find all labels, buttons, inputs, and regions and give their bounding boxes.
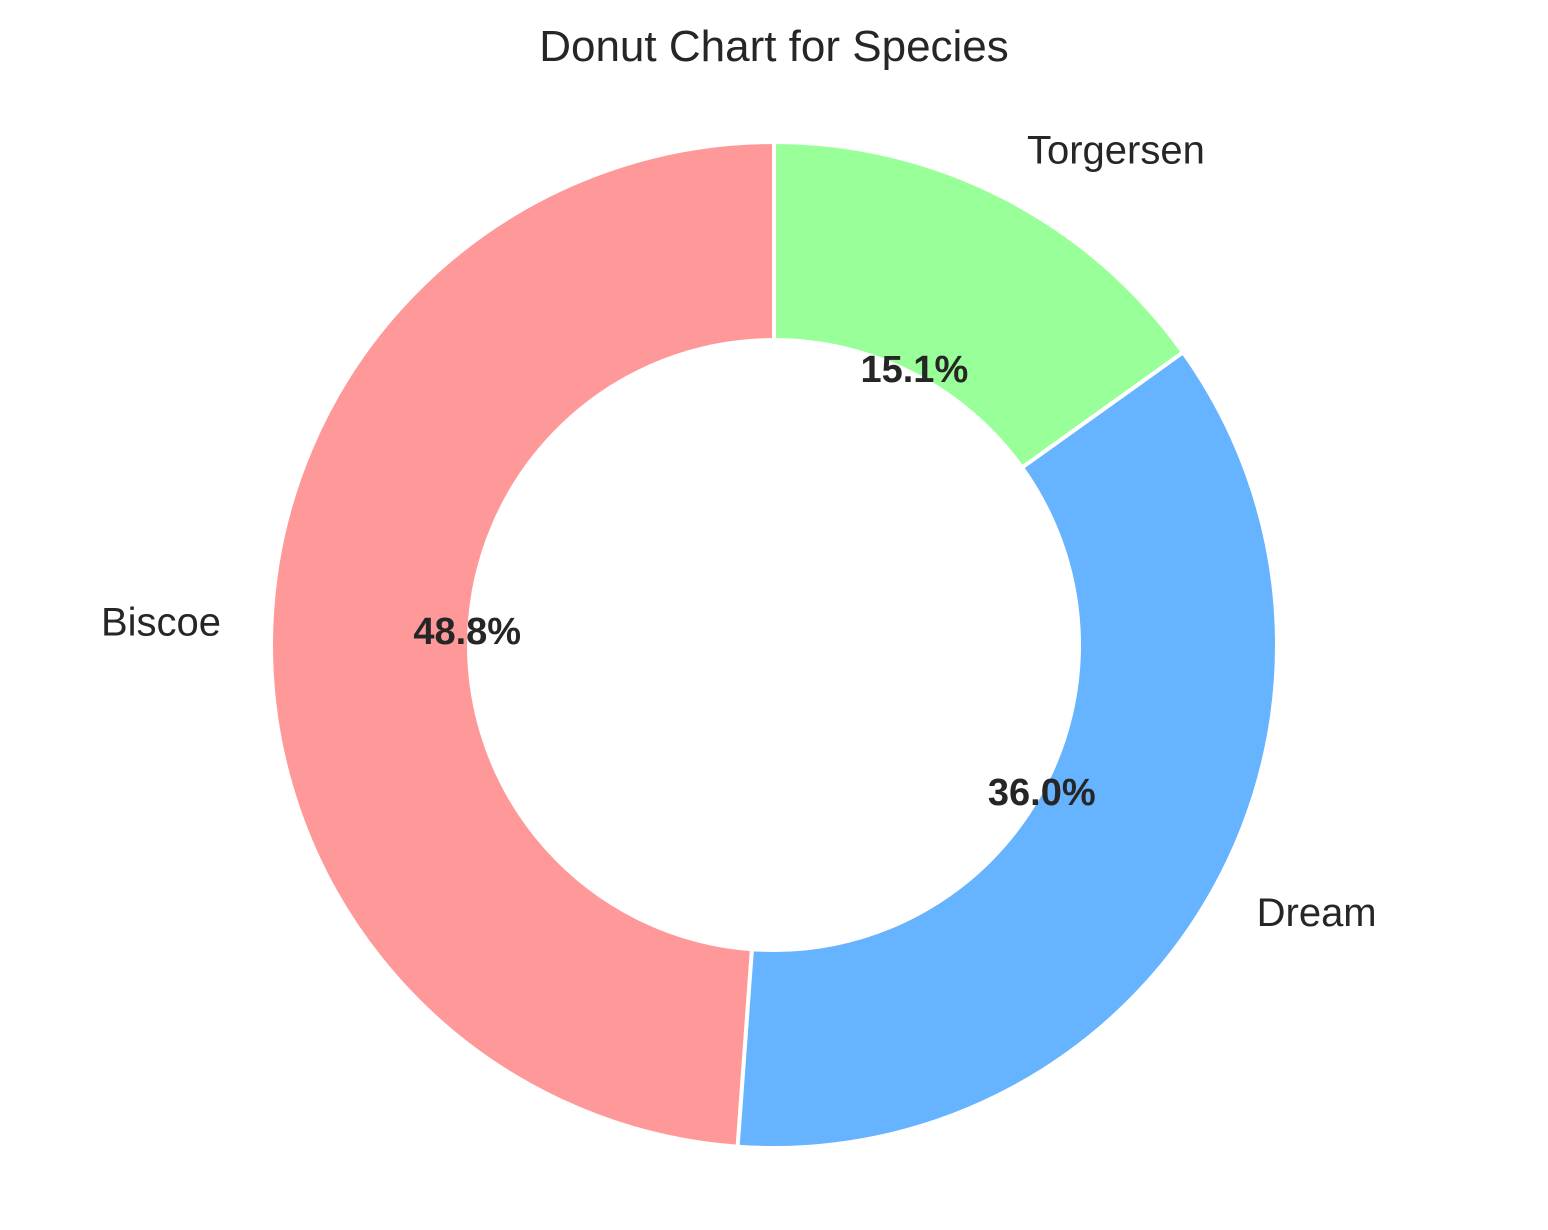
slice-label-torgersen: Torgersen [1027,128,1205,172]
slice-label-dream: Dream [1257,891,1377,935]
slice-biscoe [269,139,776,1149]
pct-label-biscoe: 48.8% [413,611,521,653]
slice-torgersen [772,139,1186,471]
chart-title: Donut Chart for Species [539,22,1009,71]
slice-label-biscoe: Biscoe [101,601,221,645]
pct-label-torgersen: 15.1% [860,349,968,391]
slice-dream [735,349,1279,1150]
labels-layer: Biscoe 48.8% Dream 36.0% Torgersen 15.1% [101,128,1377,935]
pct-label-dream: 36.0% [988,772,1096,814]
slices-layer [269,139,1279,1150]
